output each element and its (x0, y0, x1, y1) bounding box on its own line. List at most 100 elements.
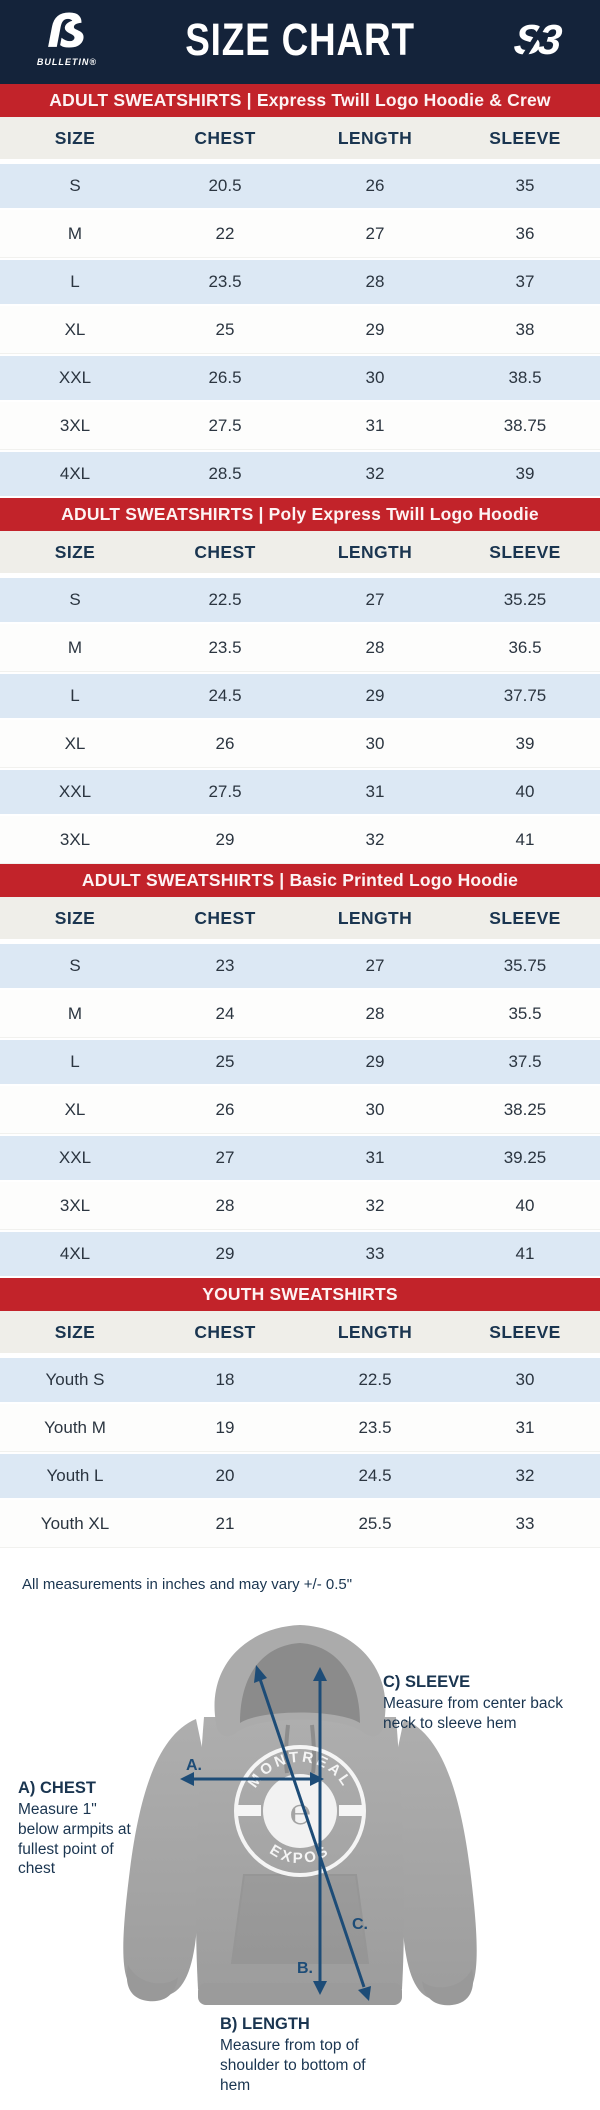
table-cell: XL (64, 1099, 86, 1119)
table-cell: 22 (215, 223, 235, 243)
column-header: CHEST (194, 1321, 256, 1342)
table-cell: 33 (515, 1513, 535, 1533)
table-cell: 28.5 (208, 464, 242, 483)
table-cell: 35.5 (508, 1003, 542, 1023)
table-row: XXL 27 31 39.25 (0, 1134, 600, 1182)
table-cell: 29 (215, 1244, 235, 1263)
table-header-row: SIZE CHEST LENGTH SLEEVE (0, 897, 600, 942)
table-cell: 35.25 (503, 590, 547, 609)
table-row: L 24.5 29 37.75 (0, 672, 600, 720)
size-table: SIZE CHEST LENGTH SLEEVE S 20.5 26 35 M 22 27 36 L 23… (0, 117, 600, 498)
bulletin-logo-text: BULLETIN® (36, 57, 98, 67)
hoodie-sleeves (123, 1719, 477, 2006)
size-table: SIZE CHEST LENGTH SLEEVE Youth S 18 22.5 30 Yout… (0, 1311, 600, 1548)
table-cell: 35.75 (503, 956, 547, 975)
table-cell: Youth XL (40, 1513, 110, 1533)
length-measure-label: B) LENGTH Measure from top of shoulder t… (220, 2015, 370, 2095)
measurement-footer: All measurements in inches and may vary … (0, 1548, 600, 2107)
table-row: 4XL 29 33 41 (0, 1230, 600, 1278)
table-header-row: SIZE CHEST LENGTH SLEEVE (0, 531, 600, 576)
table-cell: XXL (58, 782, 92, 801)
column-header: LENGTH (337, 541, 413, 562)
table-cell: 32 (365, 1195, 385, 1215)
table-cell: 31 (365, 1148, 385, 1167)
table-cell: 3XL (59, 1195, 91, 1215)
bulletin-logo-icon: ẞ (46, 4, 88, 58)
hoodie-right-cuff (422, 1969, 474, 2006)
table-cell: 30 (365, 1099, 385, 1119)
table-row: M 24 28 35.5 (0, 990, 600, 1038)
table-row: Youth L 20 24.5 32 (0, 1452, 600, 1500)
table-cell: 41 (515, 1244, 535, 1263)
table-cell: 24 (215, 1003, 235, 1023)
chest-measure-heading: A) CHEST (18, 1779, 96, 1797)
column-header: SLEEVE (489, 1321, 561, 1342)
table-cell: 29 (365, 1052, 385, 1071)
table-cell: 31 (515, 1417, 535, 1437)
table-cell: 29 (365, 319, 385, 339)
size-table: SIZE CHEST LENGTH SLEEVE S 22.5 27 35.25 M 23.5 28… (0, 531, 600, 864)
section-banner: ADULT SWEATSHIRTS | Poly Express Twill L… (0, 498, 600, 531)
table-cell: 28 (215, 1195, 235, 1215)
chest-arrow-label: A. (186, 1757, 202, 1774)
size-table: SIZE CHEST LENGTH SLEEVE S 23 27 35.75 M 24 28 35.5… (0, 897, 600, 1278)
table-cell: 38.75 (503, 415, 547, 435)
table-cell: 27 (365, 590, 385, 609)
bulletin-logo: ẞ BULLETIN® (22, 6, 112, 67)
table-cell: 29 (365, 686, 385, 705)
table-row: Youth S 18 22.5 30 (0, 1356, 600, 1404)
hoodie-hood-inner (240, 1643, 360, 1723)
table-row: Youth XL 21 25.5 33 (0, 1500, 600, 1548)
table-cell: Youth L (46, 1466, 104, 1485)
table-row: XL 25 29 38 (0, 306, 600, 354)
hoodie-drawstring-left (283, 1724, 290, 1774)
table-cell: 32 (365, 829, 385, 849)
table-cell: 19 (215, 1417, 235, 1437)
table-cell: 40 (515, 1195, 535, 1215)
table-cell: 36 (515, 223, 535, 243)
column-header: SLEEVE (489, 127, 561, 148)
table-cell: L (70, 272, 80, 291)
column-header: SIZE (54, 541, 96, 562)
column-header: SIZE (54, 907, 96, 928)
table-row: L 25 29 37.5 (0, 1038, 600, 1086)
table-cell: 39 (515, 733, 535, 753)
column-header: SIZE (54, 127, 96, 148)
table-cell: 32 (515, 1466, 535, 1485)
table-cell: 4XL (59, 464, 91, 483)
table-cell: 28 (365, 637, 385, 657)
table-cell: 26 (365, 176, 385, 195)
table-cell: 29 (215, 829, 235, 849)
table-cell: 37.75 (503, 686, 547, 705)
table-cell: 27.5 (208, 415, 242, 435)
table-cell: L (70, 686, 80, 705)
table-cell: S (69, 590, 81, 609)
table-cell: 31 (365, 415, 385, 435)
table-cell: 30 (515, 1370, 535, 1389)
table-cell: M (67, 637, 83, 657)
column-header: CHEST (194, 907, 256, 928)
chest-measure-desc: Measure 1" below armpits at fullest poin… (18, 1801, 131, 1878)
table-row: L 23.5 28 37 (0, 258, 600, 306)
table-cell: 41 (515, 829, 535, 849)
table-cell: Youth S (45, 1370, 105, 1389)
hoodie-logo-center-glyph: ℮ (289, 1791, 311, 1832)
table-row: 4XL 28.5 32 39 (0, 450, 600, 498)
hoodie-diagram: ℮ MONTREAL EXPOS A. (0, 1607, 600, 2107)
hoodie-right-sleeve (396, 1719, 477, 2002)
table-cell: S (69, 176, 81, 195)
sleeve-measure-heading: C) SLEEVE (383, 1673, 471, 1691)
section-banner: YOUTH SWEATSHIRTS (0, 1278, 600, 1311)
table-row: 3XL 28 32 40 (0, 1182, 600, 1230)
table-cell: M (67, 223, 83, 243)
table-row: S 20.5 26 35 (0, 162, 600, 210)
chest-measure-label: A) CHEST Measure 1" below armpits at ful… (18, 1779, 140, 1879)
table-cell: 33 (365, 1244, 385, 1263)
column-header: SLEEVE (489, 541, 561, 562)
length-arrow: B. (297, 1667, 327, 1995)
column-header: SIZE (54, 1321, 96, 1342)
table-cell: 3XL (59, 829, 91, 849)
table-cell: 25 (215, 1052, 235, 1071)
table-cell: 26 (215, 733, 235, 753)
